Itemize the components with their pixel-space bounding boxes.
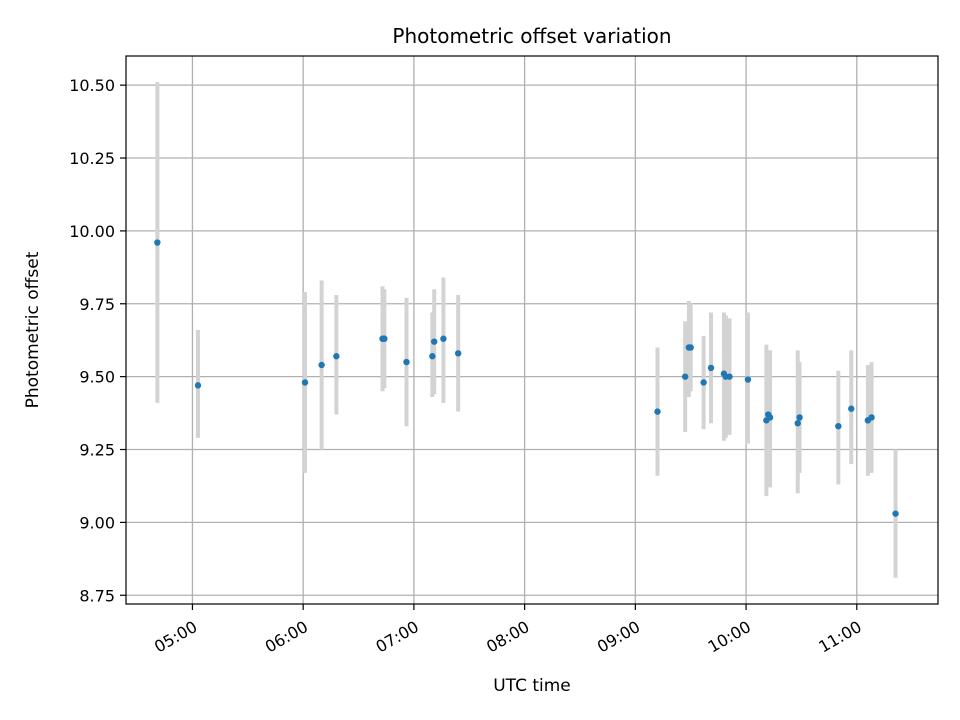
y-axis-label: Photometric offset bbox=[23, 251, 43, 408]
data-points bbox=[154, 239, 899, 517]
data-point bbox=[301, 379, 309, 386]
data-point bbox=[794, 420, 801, 427]
data-point bbox=[848, 405, 855, 412]
y-tick-label: 9.25 bbox=[79, 441, 115, 460]
data-point bbox=[318, 361, 325, 369]
axis-ticks: 05:00 06:00 07:00 08:00 09:00 10:00 11:008.759… bbox=[69, 76, 865, 656]
data-point bbox=[766, 414, 774, 421]
data-point bbox=[194, 382, 202, 389]
data-point bbox=[892, 510, 899, 517]
chart-title: Photometric offset variation bbox=[392, 24, 671, 48]
data-point bbox=[726, 373, 733, 380]
data-point bbox=[440, 335, 447, 342]
y-tick-label: 9.75 bbox=[79, 295, 115, 314]
data-point bbox=[403, 358, 410, 366]
y-tick-label: 10.25 bbox=[69, 149, 115, 168]
x-axis-label: UTC time bbox=[493, 676, 571, 696]
data-point bbox=[700, 379, 707, 386]
data-point bbox=[744, 376, 752, 383]
data-point bbox=[707, 364, 715, 372]
data-point bbox=[333, 353, 340, 360]
data-point bbox=[687, 344, 694, 351]
y-tick-label: 10.50 bbox=[69, 76, 115, 95]
y-tick-label: 10.00 bbox=[69, 222, 115, 241]
data-point bbox=[835, 422, 842, 430]
y-tick-label: 9.50 bbox=[79, 368, 115, 387]
data-point bbox=[454, 350, 462, 357]
data-point bbox=[430, 338, 438, 345]
y-tick-label: 9.00 bbox=[79, 513, 115, 532]
data-point bbox=[868, 414, 875, 421]
y-tick-label: 8.75 bbox=[79, 586, 115, 605]
data-point bbox=[654, 408, 661, 415]
data-point bbox=[381, 335, 388, 342]
data-point bbox=[429, 353, 436, 360]
plot-frame bbox=[125, 55, 939, 605]
data-point bbox=[154, 239, 161, 246]
data-point bbox=[681, 373, 689, 380]
data-point bbox=[796, 414, 803, 421]
